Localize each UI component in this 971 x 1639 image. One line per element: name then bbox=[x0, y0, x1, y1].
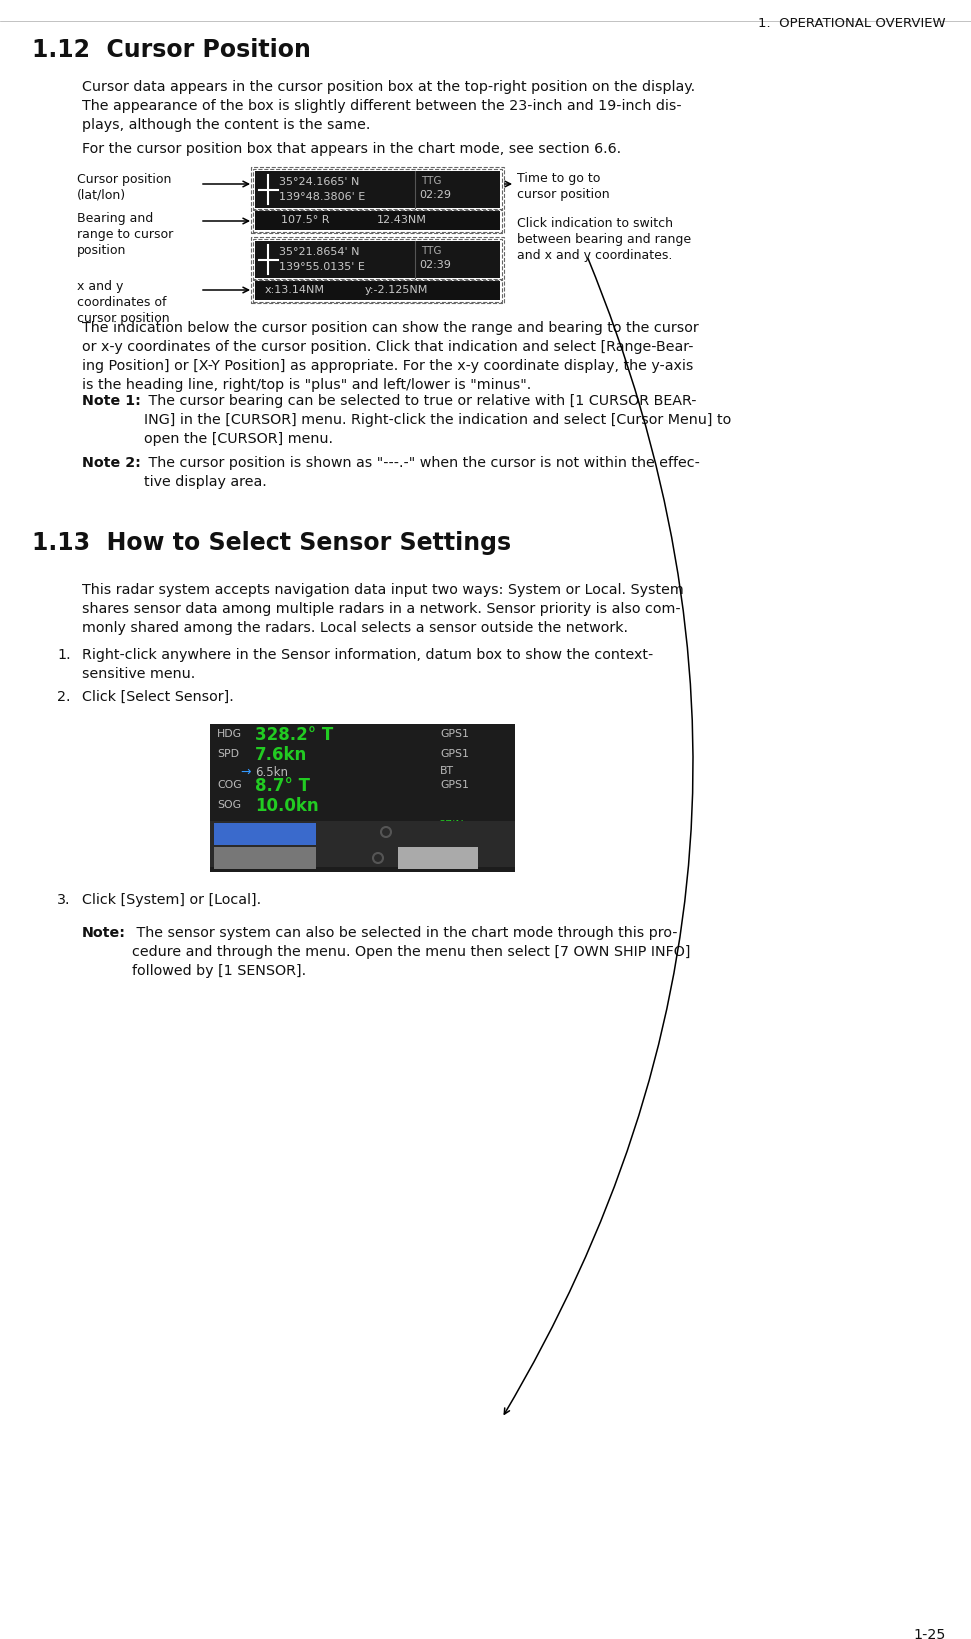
Text: Click indication to switch
between bearing and range
and x and y coordinates.: Click indication to switch between beari… bbox=[517, 216, 691, 262]
Text: Note:: Note: bbox=[82, 926, 126, 939]
Bar bbox=[251, 238, 504, 303]
Bar bbox=[255, 211, 500, 231]
Text: For the cursor position box that appears in the chart mode, see section 6.6.: For the cursor position box that appears… bbox=[82, 143, 621, 156]
Text: The sensor system can also be selected in the chart mode through this pro-
cedur: The sensor system can also be selected i… bbox=[132, 926, 690, 977]
Text: Note 1:: Note 1: bbox=[82, 393, 141, 408]
Text: 35°24.1665' N: 35°24.1665' N bbox=[279, 177, 359, 187]
Text: 87'N: 87'N bbox=[438, 820, 464, 829]
Text: Bearing and
range to cursor
position: Bearing and range to cursor position bbox=[77, 211, 173, 257]
Text: 107.5° R: 107.5° R bbox=[281, 215, 329, 225]
Text: SOG: SOG bbox=[217, 800, 241, 810]
Text: 6.5kn: 6.5kn bbox=[255, 765, 288, 779]
Text: →: → bbox=[240, 765, 251, 779]
Text: [Setting]: [Setting] bbox=[402, 851, 453, 864]
Text: 7.6kn: 7.6kn bbox=[255, 746, 307, 764]
Text: GPS1: GPS1 bbox=[440, 780, 469, 790]
Text: 05'E: 05'E bbox=[438, 831, 462, 841]
Text: BT: BT bbox=[440, 765, 454, 775]
Bar bbox=[398, 847, 478, 869]
Bar bbox=[253, 239, 502, 280]
Text: y:-2.125NM: y:-2.125NM bbox=[365, 285, 428, 295]
Text: The cursor bearing can be selected to true or relative with [1 CURSOR BEAR-
ING]: The cursor bearing can be selected to tr… bbox=[144, 393, 731, 446]
Text: Right-click anywhere in the Sensor information, datum box to show the context-
s: Right-click anywhere in the Sensor infor… bbox=[82, 647, 653, 680]
Text: GPS1: GPS1 bbox=[440, 749, 469, 759]
Bar bbox=[255, 172, 500, 208]
Text: 139°48.3806' E: 139°48.3806' E bbox=[279, 192, 365, 202]
Text: 328.2° T: 328.2° T bbox=[255, 726, 333, 744]
Text: TTG: TTG bbox=[421, 246, 442, 256]
Text: HDG: HDG bbox=[217, 729, 242, 739]
Bar bbox=[255, 282, 500, 302]
Text: 10.0kn: 10.0kn bbox=[255, 797, 318, 815]
Bar bbox=[255, 243, 500, 279]
Text: 3.: 3. bbox=[57, 893, 71, 906]
Bar bbox=[210, 724, 515, 872]
Text: 12.43NM: 12.43NM bbox=[377, 215, 427, 225]
Text: Click [System] or [Local].: Click [System] or [Local]. bbox=[82, 893, 261, 906]
Text: Local: Local bbox=[326, 851, 356, 864]
Bar bbox=[214, 847, 316, 869]
Text: [OS Info Menu]: [OS Info Menu] bbox=[217, 851, 305, 864]
Text: 8.7° T: 8.7° T bbox=[255, 777, 310, 795]
Text: 2.: 2. bbox=[57, 690, 71, 703]
Text: Cursor position
(lat/lon): Cursor position (lat/lon) bbox=[77, 172, 171, 202]
Text: 35°21.8654' N: 35°21.8654' N bbox=[279, 247, 359, 257]
Text: 1-25: 1-25 bbox=[914, 1628, 946, 1639]
Bar bbox=[214, 823, 316, 846]
Text: Time to go to
cursor position: Time to go to cursor position bbox=[517, 172, 610, 202]
Text: WGSE: WGSE bbox=[216, 854, 246, 864]
Text: System: System bbox=[326, 826, 370, 839]
Bar bbox=[251, 167, 504, 234]
Text: 1.  OPERATIONAL OVERVIEW: 1. OPERATIONAL OVERVIEW bbox=[758, 16, 946, 30]
Text: Click [Select Sensor].: Click [Select Sensor]. bbox=[82, 690, 234, 703]
Text: SPD: SPD bbox=[217, 749, 239, 759]
Text: Select Sensor: Select Sensor bbox=[217, 826, 297, 839]
Text: Cursor data appears in the cursor position box at the top-right position on the : Cursor data appears in the cursor positi… bbox=[82, 80, 695, 131]
Text: 02:39: 02:39 bbox=[419, 261, 451, 270]
Text: 1.12  Cursor Position: 1.12 Cursor Position bbox=[32, 38, 311, 62]
Bar bbox=[210, 821, 515, 867]
Text: x and y
coordinates of
cursor position: x and y coordinates of cursor position bbox=[77, 280, 170, 325]
Text: Note 2:: Note 2: bbox=[82, 456, 141, 470]
Text: 1.13  How to Select Sensor Settings: 1.13 How to Select Sensor Settings bbox=[32, 531, 511, 554]
Text: COG: COG bbox=[217, 780, 242, 790]
Bar bbox=[253, 170, 502, 211]
Bar bbox=[253, 280, 502, 303]
Text: 1.: 1. bbox=[57, 647, 71, 662]
Text: The cursor position is shown as "---.-" when the cursor is not within the effec-: The cursor position is shown as "---.-" … bbox=[144, 456, 700, 488]
Text: x:13.14NM: x:13.14NM bbox=[265, 285, 325, 295]
Text: GPS1: GPS1 bbox=[440, 729, 469, 739]
Bar bbox=[253, 210, 502, 233]
Text: 02:29: 02:29 bbox=[419, 190, 451, 200]
Text: The indication below the cursor position can show the range and bearing to the c: The indication below the cursor position… bbox=[82, 321, 699, 392]
Text: 139°55.0135' E: 139°55.0135' E bbox=[279, 262, 365, 272]
Text: This radar system accepts navigation data input two ways: System or Local. Syste: This radar system accepts navigation dat… bbox=[82, 582, 684, 634]
Text: TTG: TTG bbox=[421, 175, 442, 185]
